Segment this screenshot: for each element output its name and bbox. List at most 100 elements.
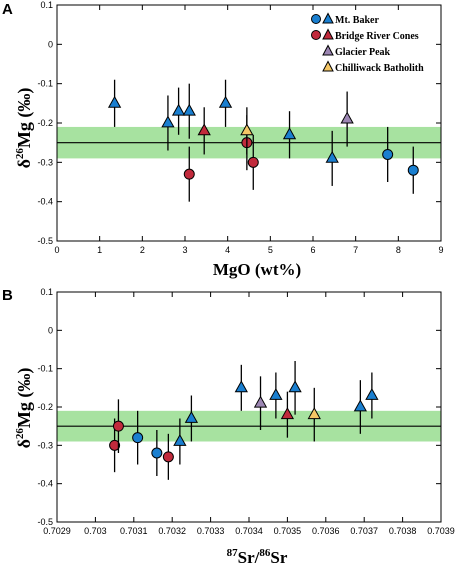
triangle-marker bbox=[234, 380, 248, 393]
panel-a-mt-baker-triangle-point bbox=[325, 130, 339, 186]
triangle-marker bbox=[365, 387, 379, 400]
panel-a-y-tick-label: 0 bbox=[48, 39, 53, 49]
legend-marker-chilliwack-batholith bbox=[322, 60, 334, 72]
panel-b-ticks: 0.7029 0.703 0.7031 0.7032 0.7033 0.7034 0.703… bbox=[37, 287, 454, 536]
legend-triangle-marker bbox=[322, 60, 334, 72]
panel-b-mt-baker-circle-point bbox=[151, 430, 163, 476]
panel-a-glacier-peak-triangle-point bbox=[340, 91, 354, 147]
panel-b-x-tick-label: 0.7034 bbox=[235, 526, 263, 536]
panel-a-mt-baker-triangle-point bbox=[218, 79, 233, 127]
panel-b-chilliwack-batholith-triangle-point bbox=[307, 387, 321, 442]
legend-label-mt-baker: Mt. Baker bbox=[335, 15, 379, 26]
triangle-marker bbox=[218, 95, 233, 108]
panel-a-x-tick-label: 9 bbox=[438, 245, 443, 255]
panel-a-x-tick-label: 6 bbox=[310, 245, 315, 255]
circle-marker bbox=[132, 432, 144, 444]
panel-b-mt-baker-triangle-point bbox=[173, 418, 187, 465]
legend-label-chilliwack-batholith: Chilliwack Batholith bbox=[335, 63, 424, 74]
panel-a-y-tick-label: -0.4 bbox=[37, 197, 53, 207]
triangle-marker bbox=[171, 103, 186, 116]
panel-b-y-tick-label: -0.4 bbox=[37, 479, 53, 489]
panel-b-bridge-river-cones-triangle-point bbox=[280, 391, 295, 438]
panel-a-mt-baker-triangle-point bbox=[107, 79, 122, 127]
panel-a-x-axis-label: MgO (wt%) bbox=[213, 260, 301, 279]
panel-a-x-tick-label: 3 bbox=[182, 245, 187, 255]
panel-b-mt-baker-triangle-point bbox=[269, 372, 283, 419]
panel-b-y-tick-label: 0.1 bbox=[40, 287, 53, 297]
circle-marker bbox=[247, 156, 259, 168]
panel-a-y-tick-label: -0.3 bbox=[37, 157, 53, 167]
circle-marker bbox=[382, 148, 394, 160]
panel-b-x-tick-label: 0.7039 bbox=[427, 526, 455, 536]
panel-a-y-tick-label: -0.2 bbox=[37, 118, 53, 128]
triangle-marker bbox=[182, 103, 196, 116]
panel-a-bridge-river-cones-circle-point bbox=[183, 146, 195, 202]
legend-triangle-marker bbox=[322, 12, 334, 24]
legend-label-glacier-peak: Glacier Peak bbox=[335, 47, 391, 58]
panel-a-mt-baker-triangle-point bbox=[182, 83, 196, 139]
panel-b-label: B bbox=[2, 287, 13, 304]
panel-a-mt-baker-triangle-point bbox=[282, 111, 297, 159]
panel-b-y-tick-label: -0.1 bbox=[37, 364, 53, 374]
circle-marker bbox=[407, 164, 419, 176]
panel-a-y-label-base: δ bbox=[14, 159, 34, 168]
triangle-marker bbox=[280, 407, 295, 420]
triangle-marker bbox=[282, 127, 297, 140]
panel-b-x-tick-label: 0.7032 bbox=[158, 526, 186, 536]
panel-b-x-label-end: Sr bbox=[270, 548, 287, 567]
panel-a-x-tick-label: 5 bbox=[268, 245, 273, 255]
panel-b-x-axis-label: 87Sr/86Sr bbox=[227, 547, 288, 567]
legend-marker-glacier-peak bbox=[322, 44, 334, 56]
triangle-marker bbox=[269, 387, 283, 400]
panel-b-y-label-base: δ bbox=[14, 439, 34, 448]
circle-marker bbox=[112, 420, 124, 432]
panel-b-y-axis-label: δ26Mg (‰) bbox=[14, 368, 35, 449]
panel-b-mt-baker-triangle-point bbox=[184, 395, 199, 442]
triangle-marker bbox=[184, 410, 199, 423]
legend: Mt. Baker Bridge River Cones Glacier Pea… bbox=[311, 12, 424, 74]
triangle-marker bbox=[161, 115, 175, 128]
triangle-marker bbox=[107, 95, 122, 108]
panel-b-x-tick-label: 0.7036 bbox=[312, 526, 340, 536]
panel-b: B 0.7029 0.703 0.7031 0.7032 0.7033 0.7034 0.7… bbox=[2, 287, 455, 567]
legend-circle-marker bbox=[311, 14, 321, 24]
circle-marker bbox=[151, 447, 163, 459]
triangle-marker bbox=[307, 407, 321, 420]
panel-b-mt-baker-circle-point bbox=[132, 410, 144, 465]
circle-marker bbox=[183, 168, 195, 180]
triangle-marker bbox=[253, 395, 268, 408]
panel-b-y-label-sup: 26 bbox=[14, 428, 26, 440]
panel-b-y-tick-label: 0 bbox=[48, 325, 53, 335]
panel-b-y-tick-label: -0.5 bbox=[37, 517, 53, 527]
triangle-marker bbox=[173, 433, 187, 446]
panel-b-y-tick-label: -0.3 bbox=[37, 440, 53, 450]
panel-b-y-label-rest: Mg (‰) bbox=[14, 368, 35, 428]
panel-a-ticks: 0 1 2 3 4 5 6 7 8 9 0.1 0 -0.1 -0.2 -0.3 -0.4 -0.5 bbox=[37, 0, 443, 255]
panel-a-y-tick-label: -0.5 bbox=[37, 236, 53, 246]
legend-marker-mt-baker bbox=[311, 12, 334, 24]
panel-a-y-label-rest: Mg (‰) bbox=[14, 88, 35, 148]
triangle-marker bbox=[340, 111, 354, 124]
legend-triangle-marker bbox=[322, 44, 334, 56]
panel-a-x-tick-label: 0 bbox=[54, 245, 59, 255]
triangle-marker bbox=[325, 150, 339, 163]
panel-b-x-tick-label: 0.7033 bbox=[197, 526, 225, 536]
panel-b-mt-baker-triangle-point bbox=[288, 361, 302, 415]
legend-circle-marker bbox=[311, 30, 321, 40]
legend-marker-bridge-river-cones bbox=[311, 28, 334, 40]
panel-a-x-tick-label: 7 bbox=[353, 245, 358, 255]
panel-b-x-label-mid: Sr/ bbox=[238, 548, 260, 567]
panel-b-x-label-sup2: 86 bbox=[259, 547, 271, 559]
panel-a: A 0 1 2 3 4 5 6 7 8 9 0.1 0 -0.1 -0.2 -0.3 -0.4 -0.5 MgO… bbox=[2, 0, 444, 279]
panel-a-mt-baker-triangle-point bbox=[161, 95, 175, 151]
panel-a-y-tick-label: -0.1 bbox=[37, 79, 53, 89]
panel-a-mt-baker-triangle-point bbox=[171, 87, 186, 135]
panel-a-bridge-river-cones-circle-point bbox=[247, 134, 259, 190]
panel-a-y-label-sup: 26 bbox=[14, 148, 26, 160]
panel-b-bridge-river-cones-circle-point bbox=[112, 399, 124, 453]
legend-label-bridge-river-cones: Bridge River Cones bbox=[335, 31, 419, 42]
circle-marker bbox=[162, 451, 174, 463]
panel-b-x-tick-label: 0.7029 bbox=[43, 526, 71, 536]
panel-a-x-tick-label: 8 bbox=[396, 245, 401, 255]
